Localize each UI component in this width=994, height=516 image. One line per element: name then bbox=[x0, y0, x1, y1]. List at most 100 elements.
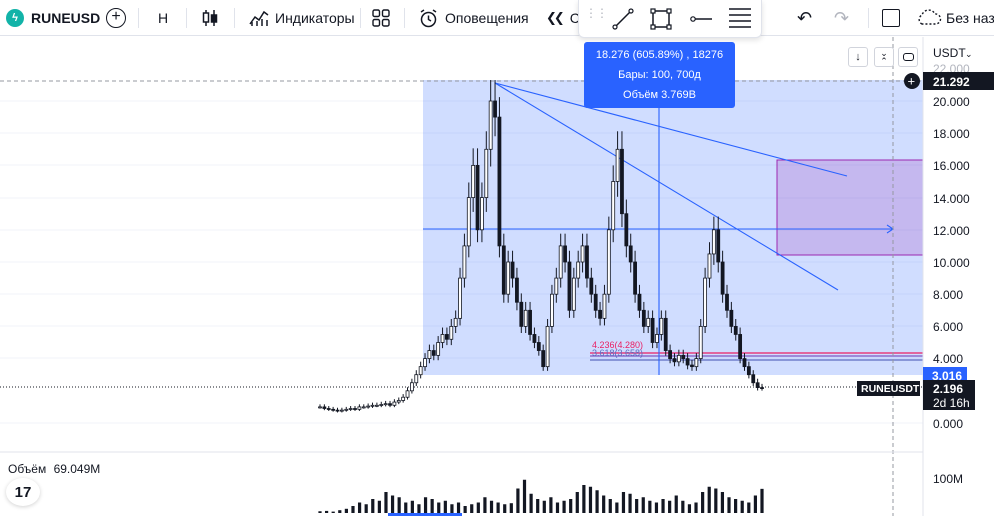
candle bbox=[755, 382, 760, 388]
trend-lines[interactable] bbox=[494, 82, 848, 291]
candle bbox=[523, 309, 528, 327]
undo-icon: ↶ bbox=[797, 7, 813, 28]
candle bbox=[374, 404, 379, 407]
scroll-down-button[interactable]: ↓ bbox=[848, 47, 868, 67]
candle bbox=[353, 408, 357, 410]
volume-legend[interactable]: Объём 69.049M bbox=[8, 462, 100, 476]
horizontal-ray-icon[interactable] bbox=[689, 8, 713, 30]
candle bbox=[344, 408, 349, 411]
volume-bar bbox=[509, 503, 513, 513]
candle bbox=[703, 277, 708, 327]
candle bbox=[602, 293, 607, 319]
layouts-button[interactable] bbox=[372, 0, 390, 36]
volume-bar bbox=[668, 500, 672, 513]
time-scale-handle[interactable] bbox=[388, 513, 462, 516]
undo-button[interactable]: ↶ bbox=[797, 0, 812, 36]
compare-button[interactable]: + bbox=[106, 0, 126, 36]
candle bbox=[550, 293, 554, 327]
volume-bar bbox=[536, 499, 540, 513]
indicators-button[interactable]: Индикаторы bbox=[248, 0, 355, 36]
interval-button[interactable]: Н bbox=[158, 0, 168, 36]
volume-bar bbox=[542, 500, 546, 513]
candle bbox=[401, 396, 406, 401]
fullscreen-button[interactable] bbox=[882, 0, 900, 36]
candle bbox=[729, 309, 734, 327]
measure-range-box[interactable] bbox=[423, 80, 923, 375]
plus-circle-icon[interactable] bbox=[904, 73, 920, 89]
price-axis[interactable]: USDT ⌄ 22.000 20.000 18.000 16.000 14.00… bbox=[933, 46, 973, 486]
candle bbox=[366, 405, 371, 408]
drawing-toolbar: ⋮⋮ bbox=[578, 0, 762, 38]
volume-bar bbox=[338, 510, 342, 513]
alerts-label: Оповещения bbox=[445, 10, 529, 26]
candles-icon bbox=[202, 10, 218, 26]
fib-levels[interactable]: 4.236(4.280) 3.618(3.658) bbox=[590, 340, 923, 361]
collapse-button[interactable]: ⌄ ⌃ bbox=[874, 47, 894, 67]
indicators-label: Индикаторы bbox=[275, 10, 355, 26]
candle bbox=[515, 277, 519, 303]
fib-label-b: 3.618(3.658) bbox=[592, 348, 643, 358]
candle bbox=[335, 409, 340, 412]
candle bbox=[641, 309, 646, 327]
volume-bar bbox=[747, 502, 751, 513]
volume-legend-value: 69.049M bbox=[53, 462, 101, 476]
volume-bar bbox=[390, 495, 395, 513]
price-chart[interactable]: 4.236(4.280) 3.618(3.658) USDT ⌄ 22.000 … bbox=[0, 37, 994, 516]
volume-bar bbox=[588, 486, 593, 513]
candle bbox=[396, 400, 401, 403]
redo-button[interactable]: ↷ bbox=[834, 0, 849, 36]
volume-bar bbox=[727, 497, 731, 513]
tick-12: 12.000 bbox=[933, 224, 970, 238]
candle bbox=[440, 334, 445, 343]
candle bbox=[738, 334, 743, 360]
volume-bar bbox=[397, 497, 401, 513]
fib-levels-icon[interactable] bbox=[727, 6, 753, 30]
candle bbox=[690, 364, 694, 368]
chart-type-button[interactable] bbox=[200, 0, 220, 36]
candle bbox=[593, 293, 598, 311]
target-zone-box[interactable] bbox=[776, 159, 924, 256]
tick-16: 16.000 bbox=[933, 159, 970, 173]
currency-label[interactable]: USDT bbox=[933, 46, 966, 60]
candle bbox=[458, 277, 462, 319]
symbol-search[interactable]: ϟ RUNEUSD bbox=[6, 0, 100, 36]
volume-bar bbox=[430, 499, 434, 513]
drag-handle-icon[interactable]: ⋮⋮ bbox=[585, 6, 608, 20]
candle bbox=[475, 164, 480, 231]
candle bbox=[742, 358, 747, 368]
candle bbox=[501, 245, 506, 295]
volume-bar bbox=[496, 502, 500, 513]
candle bbox=[628, 245, 633, 263]
candle bbox=[449, 325, 454, 340]
save-layout-button[interactable]: Без наз bbox=[916, 0, 994, 36]
candle bbox=[646, 317, 651, 327]
alerts-button[interactable]: Оповещения bbox=[418, 0, 529, 36]
cloud-icon bbox=[918, 9, 942, 25]
volume-bar bbox=[740, 500, 744, 513]
rectangle-tool-icon[interactable] bbox=[650, 8, 672, 30]
replay-button[interactable]: ❮❮ С bbox=[546, 0, 580, 36]
trend-line-icon[interactable] bbox=[612, 8, 634, 30]
tick-14: 14.000 bbox=[933, 192, 970, 206]
candle bbox=[532, 334, 537, 343]
candle bbox=[370, 404, 375, 407]
candle bbox=[563, 245, 567, 263]
candle bbox=[506, 261, 511, 295]
candle bbox=[663, 317, 668, 351]
tick-6: 6.000 bbox=[933, 320, 963, 334]
tick-8: 8.000 bbox=[933, 288, 963, 302]
volume-bar bbox=[562, 500, 566, 513]
volume-bar bbox=[687, 504, 692, 513]
candle bbox=[541, 350, 546, 368]
volume-bar bbox=[575, 492, 579, 513]
candle bbox=[567, 261, 572, 311]
maximize-pane-button[interactable] bbox=[898, 47, 918, 67]
tradingview-logo[interactable]: 17 bbox=[6, 478, 40, 506]
volume-bar bbox=[450, 504, 454, 513]
divider bbox=[360, 8, 361, 28]
candle bbox=[624, 213, 629, 247]
volume-bar bbox=[681, 500, 685, 513]
save-layout-label: Без наз bbox=[946, 10, 994, 26]
volume-bar bbox=[331, 511, 335, 513]
symbol-tag: RUNEUSDT bbox=[861, 383, 920, 395]
